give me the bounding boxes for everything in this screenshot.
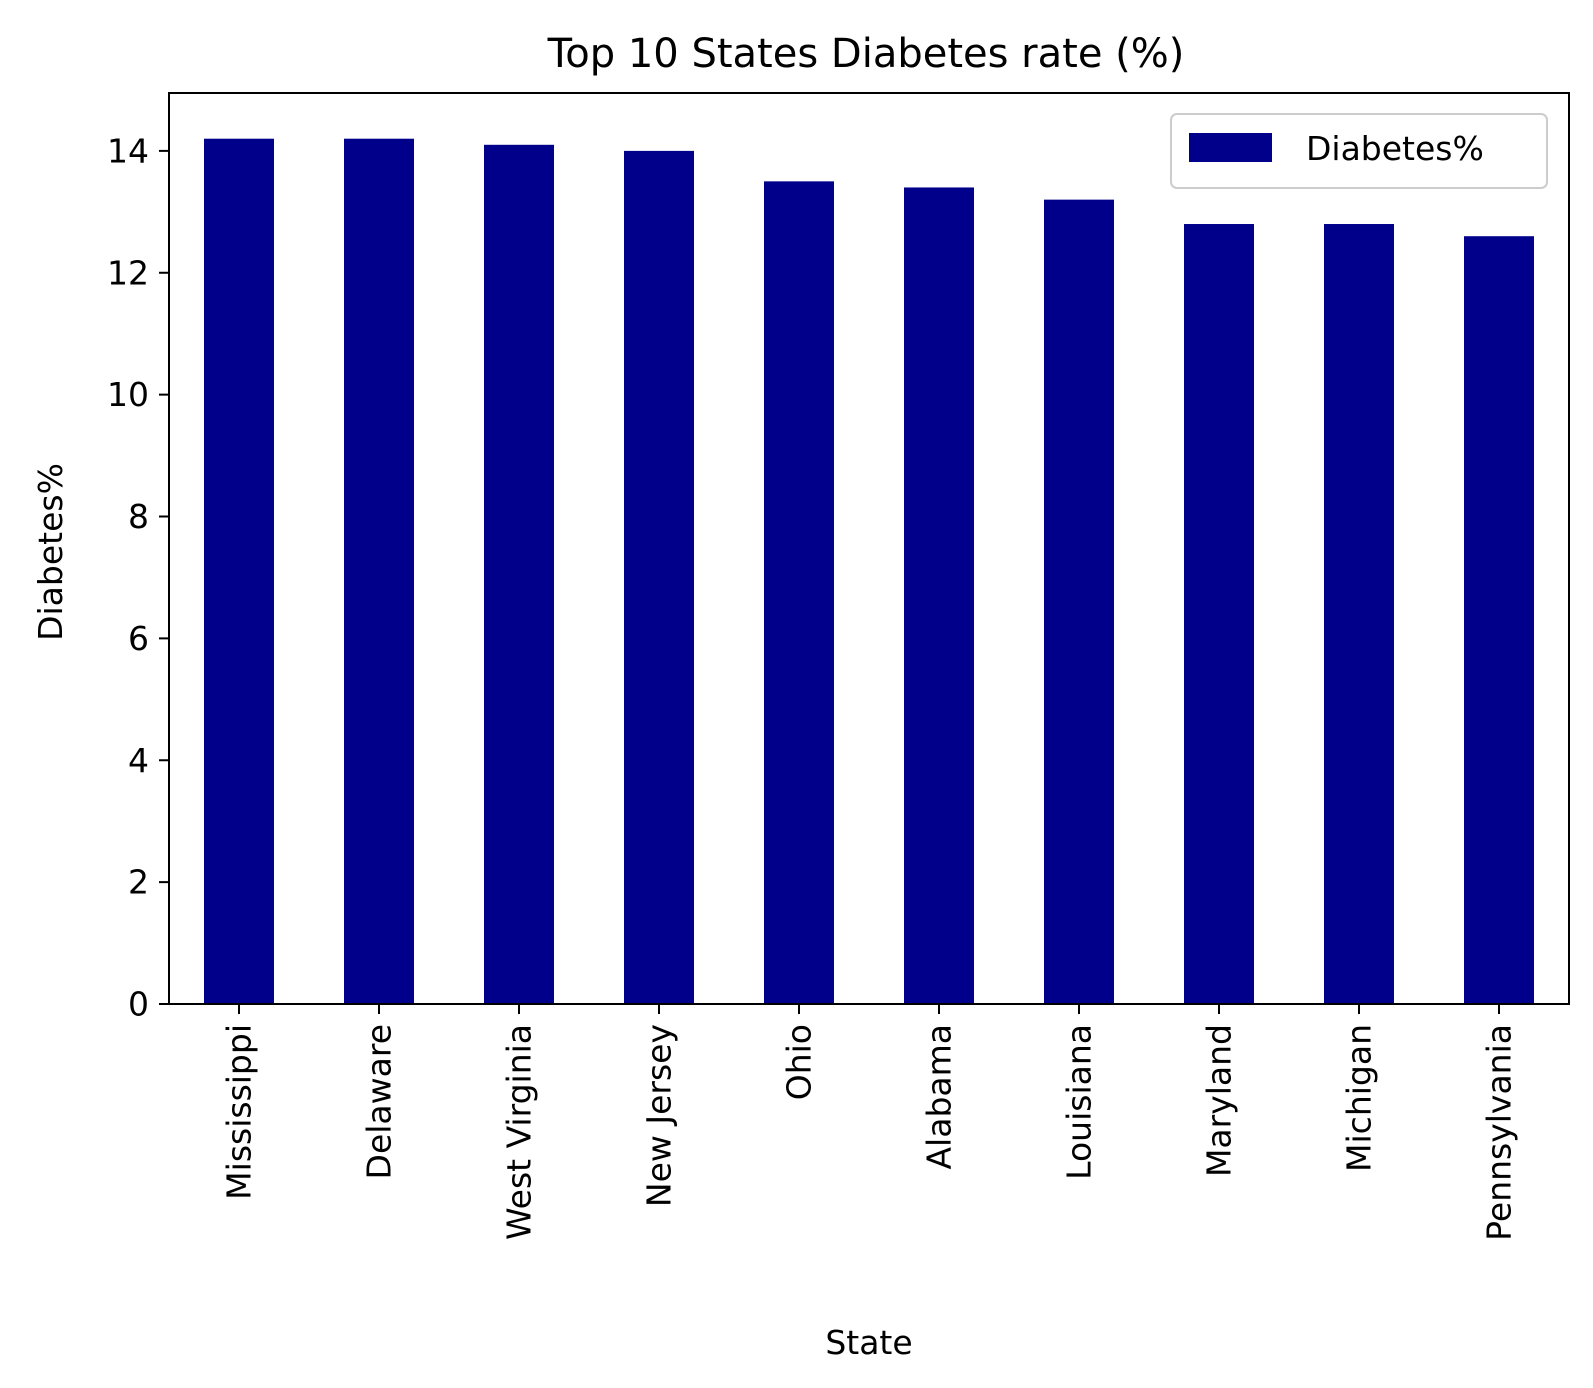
x-tick-label: Ohio [780,1024,819,1100]
x-tick-label: Louisiana [1060,1024,1099,1180]
x-tick-label: Maryland [1200,1024,1239,1177]
bar-michigan [1324,224,1394,1005]
legend: Diabetes% [1170,113,1548,189]
chart-title: Top 10 States Diabetes rate (%) [547,31,1185,77]
y-axis-ticks: 0 2 4 6 8 10 12 14 [107,131,169,1024]
x-tick-label: Michigan [1340,1024,1379,1172]
x-tick-label: New Jersey [640,1024,679,1207]
legend-label: Diabetes% [1306,129,1484,168]
y-tick-label: 8 [128,497,149,536]
y-tick-label: 12 [107,253,149,292]
y-tick-label: 10 [107,375,149,414]
y-tick-label: 2 [128,863,149,902]
bar-maryland [1184,224,1254,1005]
x-tick-label: West Virginia [500,1024,539,1240]
bar-west-virginia [484,144,554,1004]
x-tick-label: Mississippi [220,1024,259,1200]
legend-swatch [1189,133,1272,162]
bar-pennsylvania [1464,236,1534,1004]
bars-layer [204,138,1534,1005]
x-axis-label: State [825,1323,912,1362]
y-tick-label: 4 [128,741,149,780]
bar-delaware [344,138,414,1005]
legend-box [1170,113,1548,189]
x-tick-label: Delaware [360,1024,399,1179]
bar-ohio [764,181,834,1005]
y-axis-label: Diabetes% [31,463,70,641]
y-tick-label: 6 [128,619,149,658]
plot-frame [168,92,1570,1005]
bar-new-jersey [624,150,694,1004]
bar-alabama [904,187,974,1004]
bar-mississippi [204,138,274,1005]
x-tick-label: Alabama [920,1024,959,1170]
x-axis-ticks: Mississippi Delaware West Virginia New Jers… [220,1004,1519,1241]
y-tick-label: 0 [128,985,149,1024]
bar-louisiana [1044,199,1114,1004]
x-tick-label: Pennsylvania [1480,1024,1519,1241]
y-tick-label: 14 [107,131,149,170]
